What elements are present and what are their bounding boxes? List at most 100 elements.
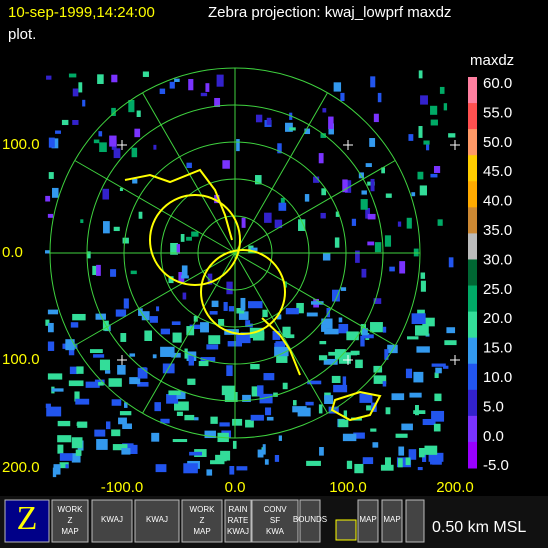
echo (95, 313, 106, 320)
toolbar-icon[interactable]: CONV SF KWA (251, 499, 299, 543)
echo (250, 414, 264, 421)
icon-label[interactable]: MAP (383, 515, 400, 524)
echo (47, 373, 63, 380)
icon-label[interactable]: KWAJ (146, 515, 168, 524)
echo (45, 319, 50, 326)
echo (111, 429, 121, 437)
icon-label[interactable]: SF (270, 516, 280, 525)
icon-frame[interactable] (405, 499, 425, 543)
toolbar-icon[interactable]: Z (4, 499, 50, 543)
colorbar-segment (468, 363, 477, 391)
icon-frame[interactable] (91, 499, 133, 543)
icon-frame[interactable] (51, 499, 89, 543)
echo (340, 287, 347, 291)
echo (360, 335, 365, 347)
icon-label[interactable]: WORK (58, 505, 84, 514)
echo (257, 385, 264, 397)
echo (420, 280, 426, 292)
spoke (142, 92, 236, 254)
icon-frame[interactable] (251, 499, 299, 543)
colorbar-label: 35.0 (483, 222, 512, 239)
toolbar-icon[interactable]: WORK Z MAP (51, 499, 89, 543)
icon-frame[interactable] (381, 499, 403, 543)
colorbar-segment (468, 103, 477, 130)
echo (70, 322, 79, 328)
echo (181, 265, 188, 276)
icon-frame[interactable] (335, 519, 357, 541)
colorbar-label: 50.0 (483, 134, 512, 151)
icon-frame[interactable] (299, 499, 321, 543)
icon-label[interactable]: Z (200, 516, 205, 525)
icon-label[interactable]: MAP (359, 515, 376, 524)
echo (264, 212, 272, 223)
echo (320, 133, 326, 138)
echo (278, 202, 287, 211)
echo (51, 138, 59, 149)
echo (214, 194, 220, 204)
icon-label[interactable]: RATE (228, 516, 249, 525)
echo (191, 231, 199, 237)
echo (407, 336, 419, 340)
toolbar-icon[interactable]: MAP (381, 499, 403, 543)
toolbar-icon[interactable]: BOUNDS (293, 499, 327, 543)
icon-label[interactable]: KWAJ (101, 515, 123, 524)
echo (92, 265, 98, 276)
icon-frame[interactable] (224, 499, 252, 543)
icon-label[interactable]: KWAJ (227, 527, 249, 536)
echo (176, 411, 183, 416)
echo (384, 349, 389, 360)
spoke (234, 92, 328, 254)
icon-frame[interactable] (134, 499, 180, 543)
toolbar-icon[interactable]: MAP (357, 499, 379, 543)
icon-label[interactable]: Z (17, 500, 38, 537)
echo (304, 128, 311, 135)
echo (297, 407, 311, 417)
toolbar-icon[interactable]: KWAJ (91, 499, 133, 543)
echo (251, 386, 262, 397)
echo (381, 167, 386, 174)
icon-label[interactable]: WORK (190, 505, 216, 514)
echo (274, 219, 283, 229)
echo (108, 378, 122, 387)
toolbar-icon[interactable]: WORK Z MAP (181, 499, 223, 543)
icon-frame[interactable] (181, 499, 223, 543)
icon-label[interactable]: RAIN (228, 505, 247, 514)
echo (413, 410, 426, 415)
icon-label[interactable]: MAP (193, 527, 210, 536)
echo (262, 444, 266, 455)
icon-label[interactable]: BOUNDS (293, 515, 327, 524)
echo (117, 365, 126, 375)
toolbar-icon[interactable]: RAIN RATE KWAJ (224, 499, 252, 543)
echo (155, 464, 167, 473)
echo (198, 360, 209, 367)
icon-frame[interactable] (4, 499, 50, 543)
echo (338, 323, 349, 334)
icon-label[interactable]: Z (68, 516, 73, 525)
colorbar-label: 40.0 (483, 193, 512, 210)
icon-label[interactable]: CONV (263, 505, 287, 514)
icon-label[interactable]: KWA (266, 527, 285, 536)
echo (408, 134, 414, 141)
echo (236, 308, 245, 314)
echo (75, 449, 82, 456)
icon-frame[interactable] (357, 499, 379, 543)
echo (331, 375, 341, 384)
echo (181, 275, 189, 279)
echo (362, 334, 374, 339)
icon-label[interactable]: MAP (61, 527, 78, 536)
echo (223, 301, 228, 311)
echo (298, 219, 306, 231)
echo (218, 318, 225, 326)
toolbar-icon[interactable]: KWAJ (134, 499, 180, 543)
echo (61, 119, 69, 126)
echo (232, 418, 243, 426)
echo (188, 355, 194, 366)
echo (206, 344, 219, 350)
echo (245, 419, 254, 428)
grid-cross (343, 140, 353, 150)
echo (221, 385, 236, 396)
echo (369, 138, 376, 147)
echo (122, 237, 129, 244)
echo (105, 370, 111, 374)
